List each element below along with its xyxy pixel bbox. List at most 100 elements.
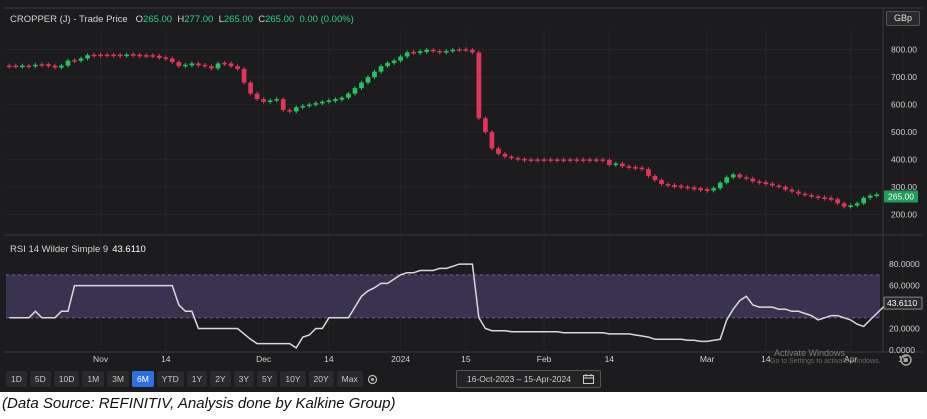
price-candle bbox=[848, 205, 853, 208]
rsi-line bbox=[9, 263, 903, 349]
time-axis-tick: Nov bbox=[93, 354, 109, 364]
price-candle bbox=[600, 159, 606, 161]
price-candle bbox=[313, 103, 319, 105]
rsi-axis-tick: 80.0000 bbox=[889, 259, 920, 269]
price-candle bbox=[189, 63, 195, 66]
price-candle bbox=[874, 194, 880, 197]
price-candle bbox=[620, 163, 625, 167]
price-candle bbox=[52, 65, 58, 68]
timeframe-button-ytd[interactable]: YTD bbox=[156, 371, 184, 387]
price-axis-tick: 400.00 bbox=[891, 154, 917, 164]
price-candle bbox=[104, 54, 110, 57]
price-candle bbox=[267, 100, 273, 102]
timeframe-button-10y[interactable]: 10Y bbox=[280, 371, 306, 387]
price-candle bbox=[443, 51, 449, 53]
price-candle bbox=[65, 60, 71, 66]
timeframe-button-3m[interactable]: 3M bbox=[107, 371, 129, 387]
price-candle bbox=[176, 62, 182, 67]
time-axis-tick: Feb bbox=[537, 354, 552, 364]
price-candle bbox=[737, 174, 743, 178]
open-value: 265.00 bbox=[143, 14, 173, 25]
price-candle bbox=[665, 184, 671, 186]
rsi-band bbox=[6, 274, 880, 318]
timeframe-button-5y[interactable]: 5Y bbox=[257, 371, 278, 387]
timeframe-button-max[interactable]: Max bbox=[336, 371, 363, 387]
instrument-label: CROPPER (J) - Trade Price bbox=[10, 14, 128, 25]
rsi-name: RSI 14 Wilder Simple 9 bbox=[10, 244, 109, 255]
currency-unit-selector[interactable]: GBp bbox=[886, 11, 920, 26]
time-axis-tick: Apr bbox=[844, 354, 857, 364]
price-candle bbox=[704, 189, 710, 191]
price-candle bbox=[646, 169, 651, 176]
rsi-axis-tick: 0.0000 bbox=[889, 345, 915, 355]
price-candle bbox=[554, 159, 560, 161]
price-candle bbox=[789, 189, 795, 192]
price-candle bbox=[522, 158, 527, 161]
chart-settings-icon[interactable] bbox=[899, 353, 913, 367]
last-price-label: 265.00 bbox=[888, 191, 914, 201]
timeframe-button-1y[interactable]: 1Y bbox=[186, 371, 208, 387]
low-value: 265.00 bbox=[223, 14, 253, 25]
timeframe-settings-icon[interactable] bbox=[366, 371, 380, 387]
timeframe-button-1d[interactable]: 1D bbox=[6, 371, 27, 387]
price-and-rsi-chart[interactable]: 800.00 700.00 600.00 500.00 400.00 300.00 200.… bbox=[0, 0, 927, 392]
timeframe-button-20y[interactable]: 20Y bbox=[308, 371, 334, 387]
change-value: 0.00 (0.00%) bbox=[299, 14, 354, 25]
price-candle bbox=[841, 203, 847, 207]
price-candle bbox=[456, 49, 462, 51]
timeframe-button-5d[interactable]: 5D bbox=[29, 371, 51, 387]
price-candle bbox=[450, 49, 456, 52]
price-candle bbox=[365, 77, 371, 83]
price-candle bbox=[587, 159, 593, 161]
price-candle bbox=[470, 49, 475, 53]
price-candle bbox=[404, 52, 410, 57]
timeframe-button-1m[interactable]: 1M bbox=[82, 371, 105, 387]
high-key: H bbox=[177, 14, 185, 25]
price-candle bbox=[254, 93, 260, 100]
timeframe-button-3y[interactable]: 3Y bbox=[233, 371, 254, 387]
price-candle bbox=[717, 182, 723, 189]
price-candle bbox=[567, 159, 573, 161]
price-candle bbox=[163, 57, 169, 60]
time-axis-tick: 14 bbox=[605, 354, 615, 364]
calendar-icon[interactable] bbox=[583, 374, 594, 384]
price-candle bbox=[124, 54, 130, 57]
price-candle bbox=[398, 56, 403, 61]
price-candle bbox=[346, 93, 351, 98]
price-candle bbox=[293, 107, 299, 112]
price-candle bbox=[202, 64, 208, 67]
price-candle bbox=[776, 185, 782, 187]
price-candle bbox=[835, 199, 840, 204]
rsi-indicator-label[interactable]: RSI 14 Wilder Simple 9 43.6110 bbox=[10, 244, 146, 255]
price-candle bbox=[156, 55, 162, 58]
timeframe-button-10d[interactable]: 10D bbox=[53, 371, 80, 387]
time-axis-tick: Dec bbox=[256, 354, 272, 364]
price-candle bbox=[678, 185, 684, 188]
price-candle bbox=[306, 104, 312, 107]
price-candle bbox=[502, 153, 508, 157]
price-candle bbox=[691, 187, 697, 190]
price-candle bbox=[300, 105, 306, 108]
price-candle bbox=[626, 166, 632, 168]
price-candle bbox=[496, 148, 501, 154]
price-candle bbox=[85, 55, 90, 59]
high-value: 277.00 bbox=[184, 14, 214, 25]
price-candle bbox=[548, 159, 553, 161]
rsi-current-value: 43.6110 bbox=[112, 244, 146, 255]
close-value: 265.00 bbox=[265, 14, 295, 25]
price-candle bbox=[183, 64, 188, 67]
date-range-picker[interactable]: 16-Oct-2023 – 15-Apr-2024 bbox=[456, 370, 601, 388]
timeframe-button-2y[interactable]: 2Y bbox=[210, 371, 231, 387]
chart-panel[interactable]: 800.00 700.00 600.00 500.00 400.00 300.00 200.… bbox=[0, 0, 927, 392]
price-candle bbox=[424, 49, 430, 52]
price-axis-tick: 500.00 bbox=[891, 127, 917, 137]
timeframe-button-6m[interactable]: 6M bbox=[131, 371, 154, 387]
timeframe-bar: 1D 5D 10D 1M 3M 6M YTD 1Y 2Y 3Y 5Y 10Y 20Y Max bbox=[6, 371, 380, 387]
price-candle bbox=[150, 55, 156, 57]
price-candle bbox=[46, 64, 51, 67]
price-candle bbox=[333, 99, 338, 102]
price-axis-tick: 300.00 bbox=[891, 182, 917, 192]
price-candle bbox=[98, 54, 103, 57]
rsi-value-tag bbox=[883, 296, 923, 310]
price-candle bbox=[685, 186, 690, 189]
